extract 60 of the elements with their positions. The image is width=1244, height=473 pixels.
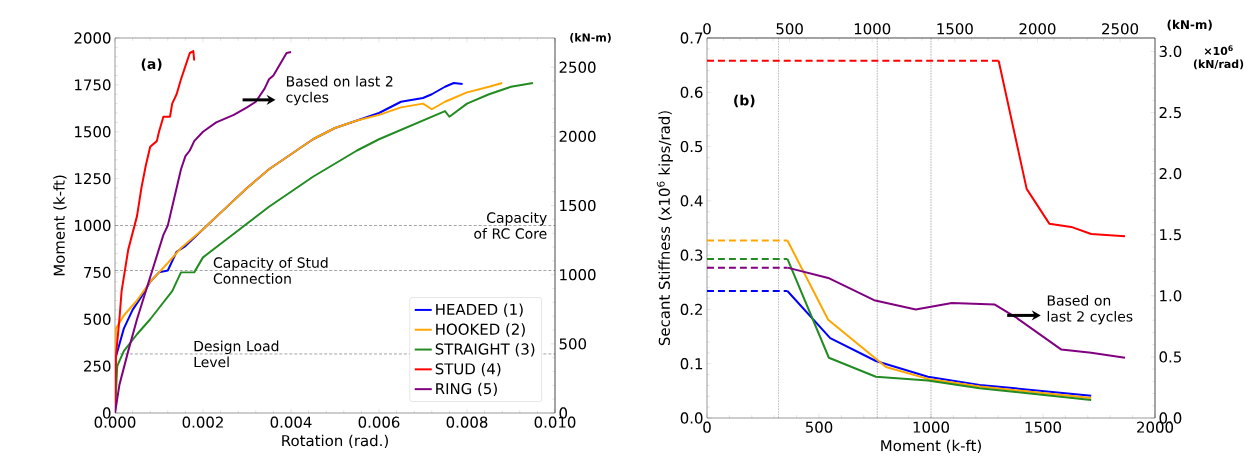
y-axis-title: Secant Stiffness (x10$^{6}$ kips/rad) <box>656 111 673 346</box>
y2-tick-label: 3.0 <box>1159 45 1182 58</box>
y2-tick-label: 0.5 <box>1159 351 1181 363</box>
y-tick-label: 500 <box>84 313 111 325</box>
text: (b) <box>734 94 755 108</box>
y-tick-label: 0.2 <box>680 303 702 316</box>
y-tick-label: 2000 <box>74 32 111 44</box>
y2-tick-label: 2500 <box>559 61 596 73</box>
y2-tick-label: 1.5 <box>1160 229 1181 241</box>
y2-tick-label: 2.0 <box>1159 167 1182 180</box>
x2-tick-label: 2000 <box>1019 23 1056 35</box>
x-tick-label: 0.008 <box>446 416 488 428</box>
x-tick-label: 0.006 <box>358 416 400 428</box>
x-axis-title: Rotation (rad.) <box>282 434 388 448</box>
x-tick-label: 1500 <box>1025 421 1062 433</box>
y2-tick-label: 2.5 <box>1159 106 1181 119</box>
y2-tick-label: 1500 <box>560 199 596 212</box>
text: (a) <box>141 58 162 71</box>
ref-line-label: Capacity of RC Core <box>474 212 547 239</box>
y2-axis-title: ×10$^{6}$ (kN/rad) <box>1193 45 1244 70</box>
y-tick-label: 250 <box>84 360 111 372</box>
x2-tick-label: 2500 <box>1102 23 1139 35</box>
y-tick-label: 0.1 <box>680 358 703 370</box>
y-tick-label: 750 <box>84 266 111 279</box>
y-tick-label: 1250 <box>75 172 111 185</box>
y-tick-label: 0.3 <box>680 249 703 261</box>
y-axis-title: Moment (k-ft) <box>53 175 67 276</box>
y2-tick-label: 1000 <box>560 269 596 281</box>
x2-tick-label: 500 <box>776 23 803 35</box>
x-tick-label: 0.004 <box>270 416 312 428</box>
ref-line-label: Design Load Level <box>194 340 279 368</box>
annotation: Based on last 2 cycles <box>286 75 393 106</box>
y-tick-label: 1000 <box>75 219 111 232</box>
x2-axis-title: (kN-m) <box>1167 19 1212 31</box>
x-tick-label: 1000 <box>913 421 950 433</box>
y-tick-label: 0.4 <box>680 195 703 207</box>
legend-label: STRAIGHT (3) <box>435 343 535 357</box>
legend-label: HEADED (1) <box>436 303 523 317</box>
legend-label: HOOKED (2) <box>436 323 525 337</box>
annotation: Based on last 2 cycles <box>1047 294 1133 325</box>
x-tick-label: 0.002 <box>182 416 223 428</box>
y2-axis-title: (kN-m) <box>570 33 611 43</box>
y2-tick-label: 1.0 <box>1160 290 1182 302</box>
y-tick-label: 0.7 <box>680 32 703 44</box>
legend-label: STUD (4) <box>435 362 501 377</box>
y2-tick-label: 500 <box>559 338 587 350</box>
x-axis-title: Moment (k-ft) <box>881 439 981 453</box>
y-tick-label: 0.5 <box>680 140 703 153</box>
y-tick-label: 0.6 <box>680 86 703 98</box>
ref-line-label: Capacity of Stud Connection <box>213 257 328 284</box>
y-tick-label: 1750 <box>75 79 111 91</box>
x2-tick-label: 0 <box>703 23 711 35</box>
y-tick-label: 0.0 <box>680 412 703 424</box>
x2-tick-label: 1500 <box>937 23 973 35</box>
x2-tick-label: 1000 <box>854 23 891 35</box>
x-tick-label: 0 <box>703 421 711 433</box>
legend-label: RING (5) <box>436 382 497 397</box>
x-tick-label: 500 <box>805 421 833 433</box>
y-tick-label: 1500 <box>75 126 111 138</box>
y2-tick-label: 2000 <box>559 130 596 143</box>
